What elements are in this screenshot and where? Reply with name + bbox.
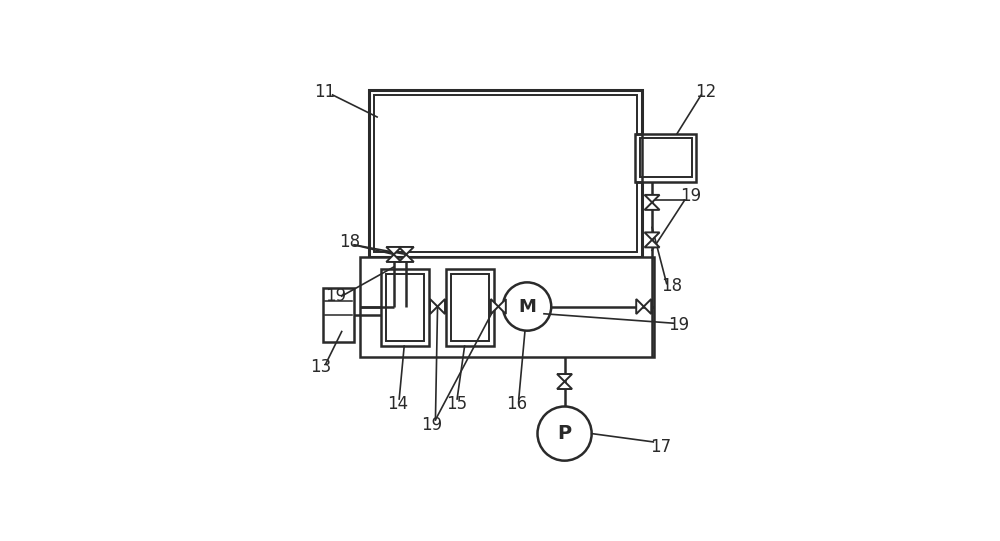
Polygon shape [645, 202, 660, 210]
Polygon shape [399, 247, 414, 254]
FancyBboxPatch shape [446, 269, 494, 346]
Text: 17: 17 [650, 438, 671, 456]
Text: 14: 14 [387, 395, 409, 413]
Polygon shape [399, 254, 414, 262]
FancyBboxPatch shape [635, 134, 696, 182]
FancyBboxPatch shape [640, 138, 692, 177]
FancyBboxPatch shape [360, 256, 654, 357]
FancyBboxPatch shape [451, 274, 489, 341]
Polygon shape [498, 299, 506, 314]
Circle shape [503, 282, 551, 331]
FancyBboxPatch shape [323, 288, 354, 342]
Polygon shape [644, 299, 651, 314]
Polygon shape [491, 299, 498, 314]
Text: 15: 15 [446, 395, 467, 413]
FancyBboxPatch shape [386, 274, 424, 341]
FancyBboxPatch shape [369, 90, 642, 256]
Text: 16: 16 [506, 395, 527, 413]
Polygon shape [386, 254, 401, 262]
Text: 12: 12 [696, 83, 717, 101]
Text: 19: 19 [325, 287, 346, 305]
Text: 19: 19 [680, 187, 701, 205]
Text: 13: 13 [310, 358, 332, 376]
FancyBboxPatch shape [381, 269, 429, 346]
Polygon shape [557, 381, 572, 389]
Text: P: P [558, 424, 572, 443]
FancyBboxPatch shape [374, 95, 637, 252]
Polygon shape [438, 299, 445, 314]
Polygon shape [557, 374, 572, 381]
Text: 18: 18 [339, 233, 360, 251]
Text: 19: 19 [669, 316, 690, 334]
Polygon shape [645, 240, 660, 247]
Text: 19: 19 [421, 416, 442, 434]
Polygon shape [645, 195, 660, 202]
Text: M: M [518, 298, 536, 315]
Polygon shape [386, 247, 401, 254]
Polygon shape [430, 299, 438, 314]
Text: 18: 18 [661, 276, 682, 295]
Polygon shape [645, 233, 660, 240]
Text: 11: 11 [314, 83, 336, 101]
Polygon shape [636, 299, 644, 314]
Circle shape [537, 406, 592, 461]
